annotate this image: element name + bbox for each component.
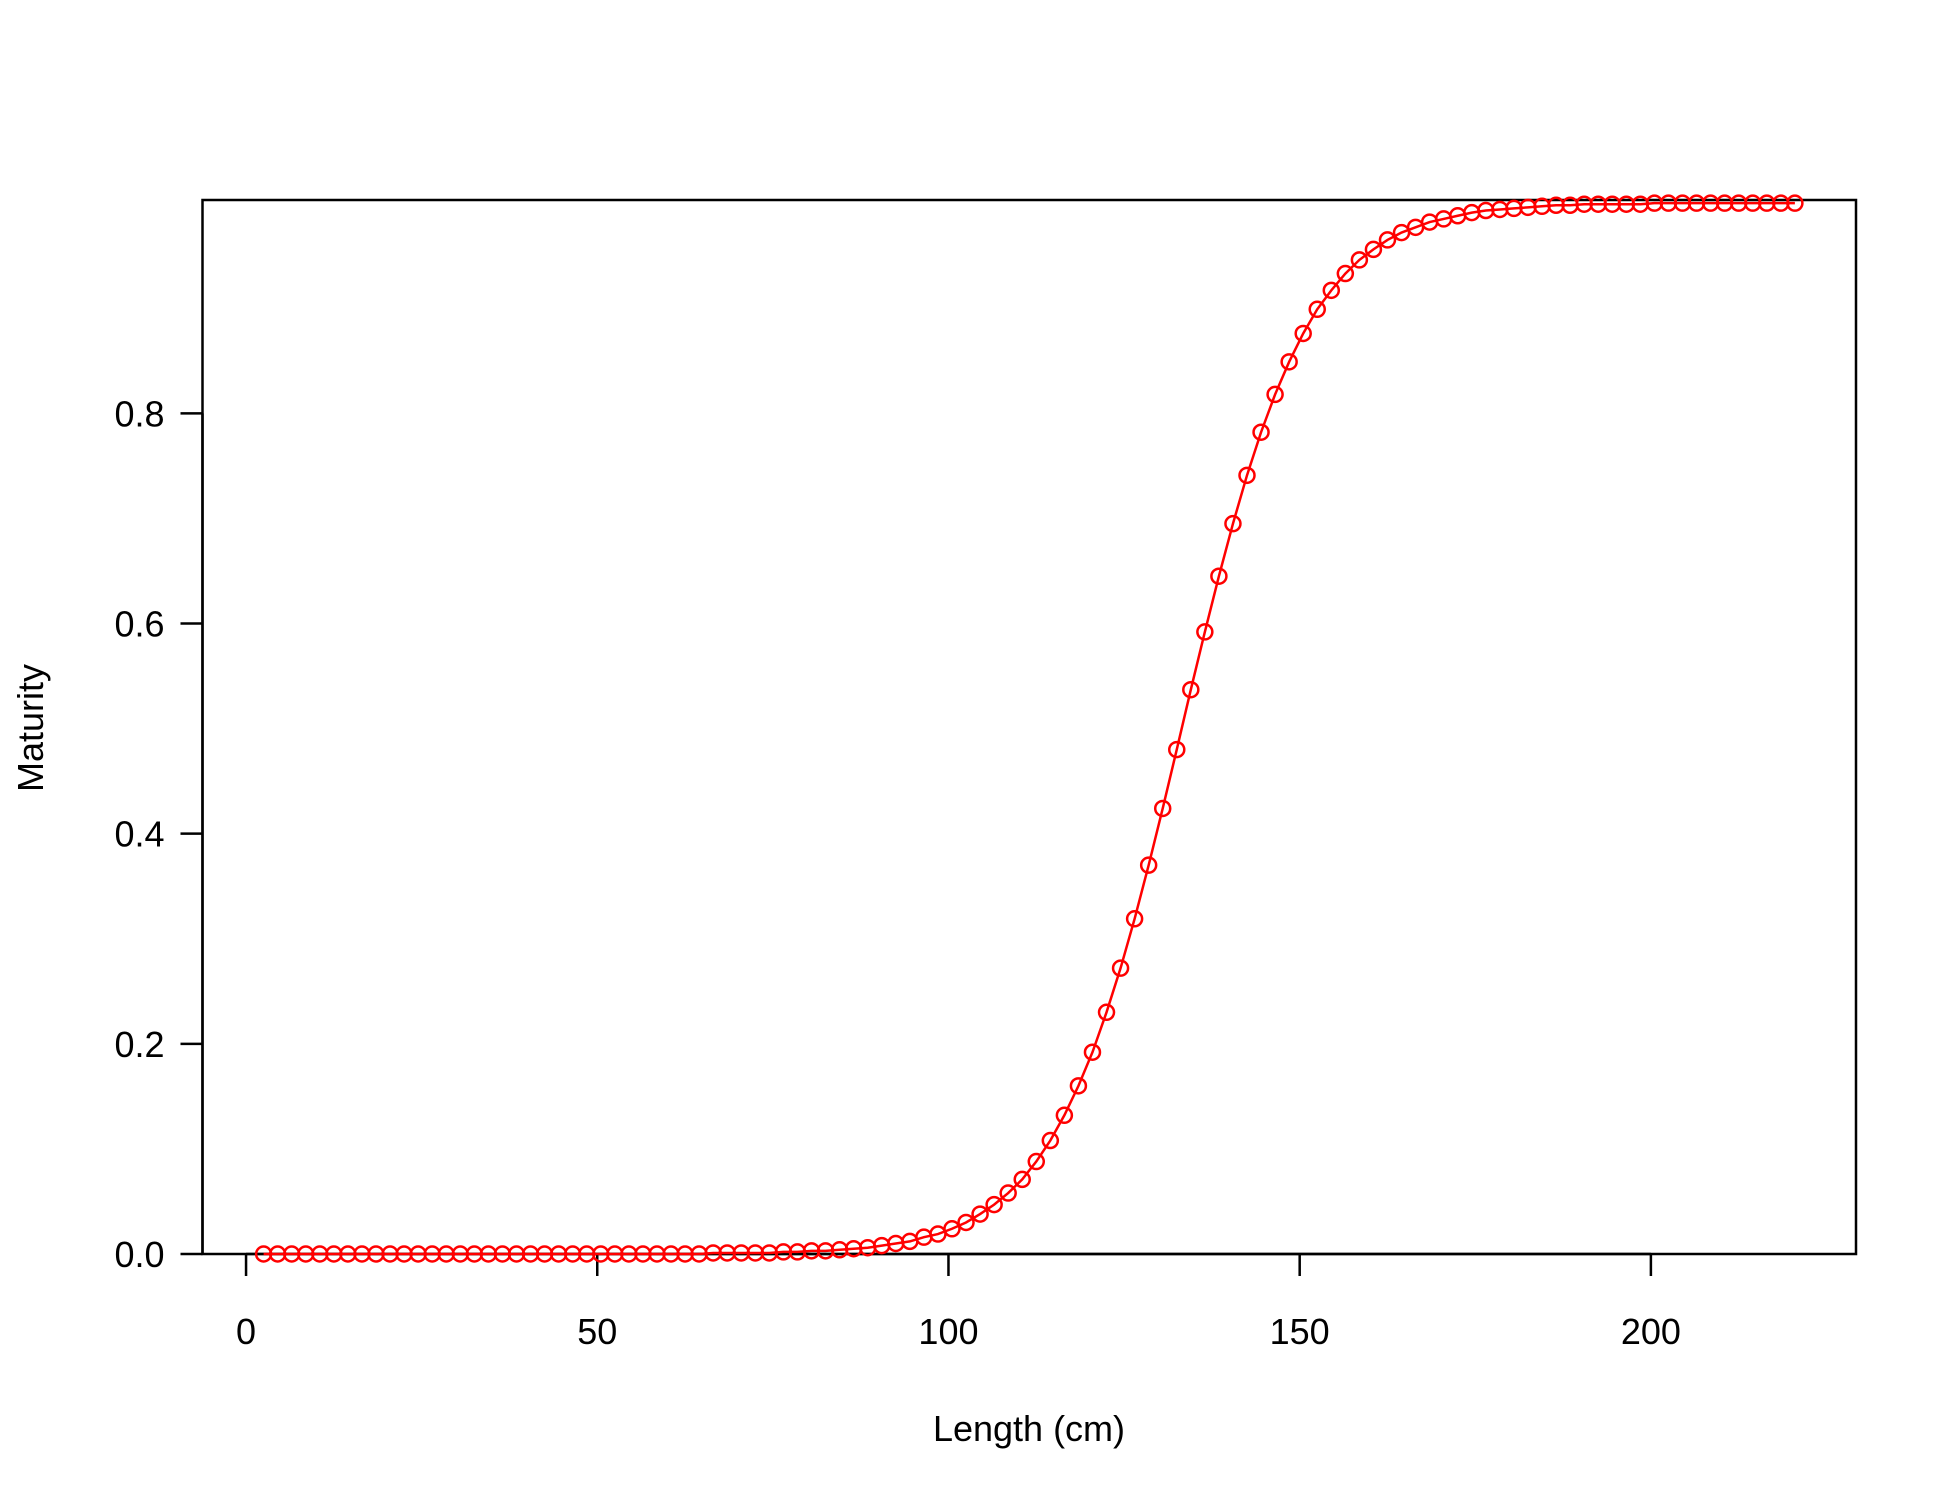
x-tick-label: 0 xyxy=(236,1311,256,1352)
data-point xyxy=(1350,251,1369,269)
data-point xyxy=(1027,1152,1046,1171)
data-point xyxy=(1069,1077,1088,1095)
y-tick-label: 0.8 xyxy=(114,393,164,434)
data-point xyxy=(1336,264,1355,283)
data-point xyxy=(1083,1043,1102,1061)
data-point xyxy=(1294,324,1312,343)
data-point xyxy=(971,1205,989,1223)
data-point xyxy=(1238,466,1256,485)
data-point xyxy=(957,1213,975,1232)
data-point xyxy=(1308,300,1326,319)
data-point xyxy=(999,1184,1017,1202)
y-tick-label: 0.2 xyxy=(114,1024,164,1065)
x-tick-label: 50 xyxy=(577,1311,617,1352)
data-point xyxy=(1097,1003,1116,1022)
x-tick-label: 150 xyxy=(1270,1311,1330,1352)
data-point xyxy=(1013,1170,1031,1189)
data-point xyxy=(1210,567,1228,585)
data-line xyxy=(263,201,1795,1256)
data-point xyxy=(1055,1106,1074,1125)
data-point xyxy=(1786,194,1804,212)
data-point xyxy=(1266,385,1284,404)
x-tick-label: 200 xyxy=(1621,1311,1681,1352)
data-point xyxy=(1196,623,1214,641)
data-point xyxy=(1139,856,1158,874)
data-point xyxy=(985,1195,1003,1214)
data-point xyxy=(1168,740,1186,759)
data-point xyxy=(1224,514,1242,533)
data-point xyxy=(1125,910,1144,928)
data-point xyxy=(1252,423,1270,441)
y-tick-label: 0.0 xyxy=(114,1234,164,1275)
data-point xyxy=(1364,240,1383,259)
data-point xyxy=(1153,799,1172,818)
data-point xyxy=(1182,680,1200,699)
data-point xyxy=(1041,1131,1060,1150)
y-tick-label: 0.6 xyxy=(114,603,164,644)
data-point xyxy=(1322,281,1341,300)
data-point xyxy=(1111,959,1130,977)
x-tick-label: 100 xyxy=(918,1311,978,1352)
y-tick-label: 0.4 xyxy=(114,814,164,855)
data-point xyxy=(1280,353,1298,371)
data-point xyxy=(1378,231,1397,249)
y-axis-label: Maturity xyxy=(10,664,51,792)
x-axis-label: Length (cm) xyxy=(933,1408,1125,1449)
data-point xyxy=(943,1220,961,1238)
